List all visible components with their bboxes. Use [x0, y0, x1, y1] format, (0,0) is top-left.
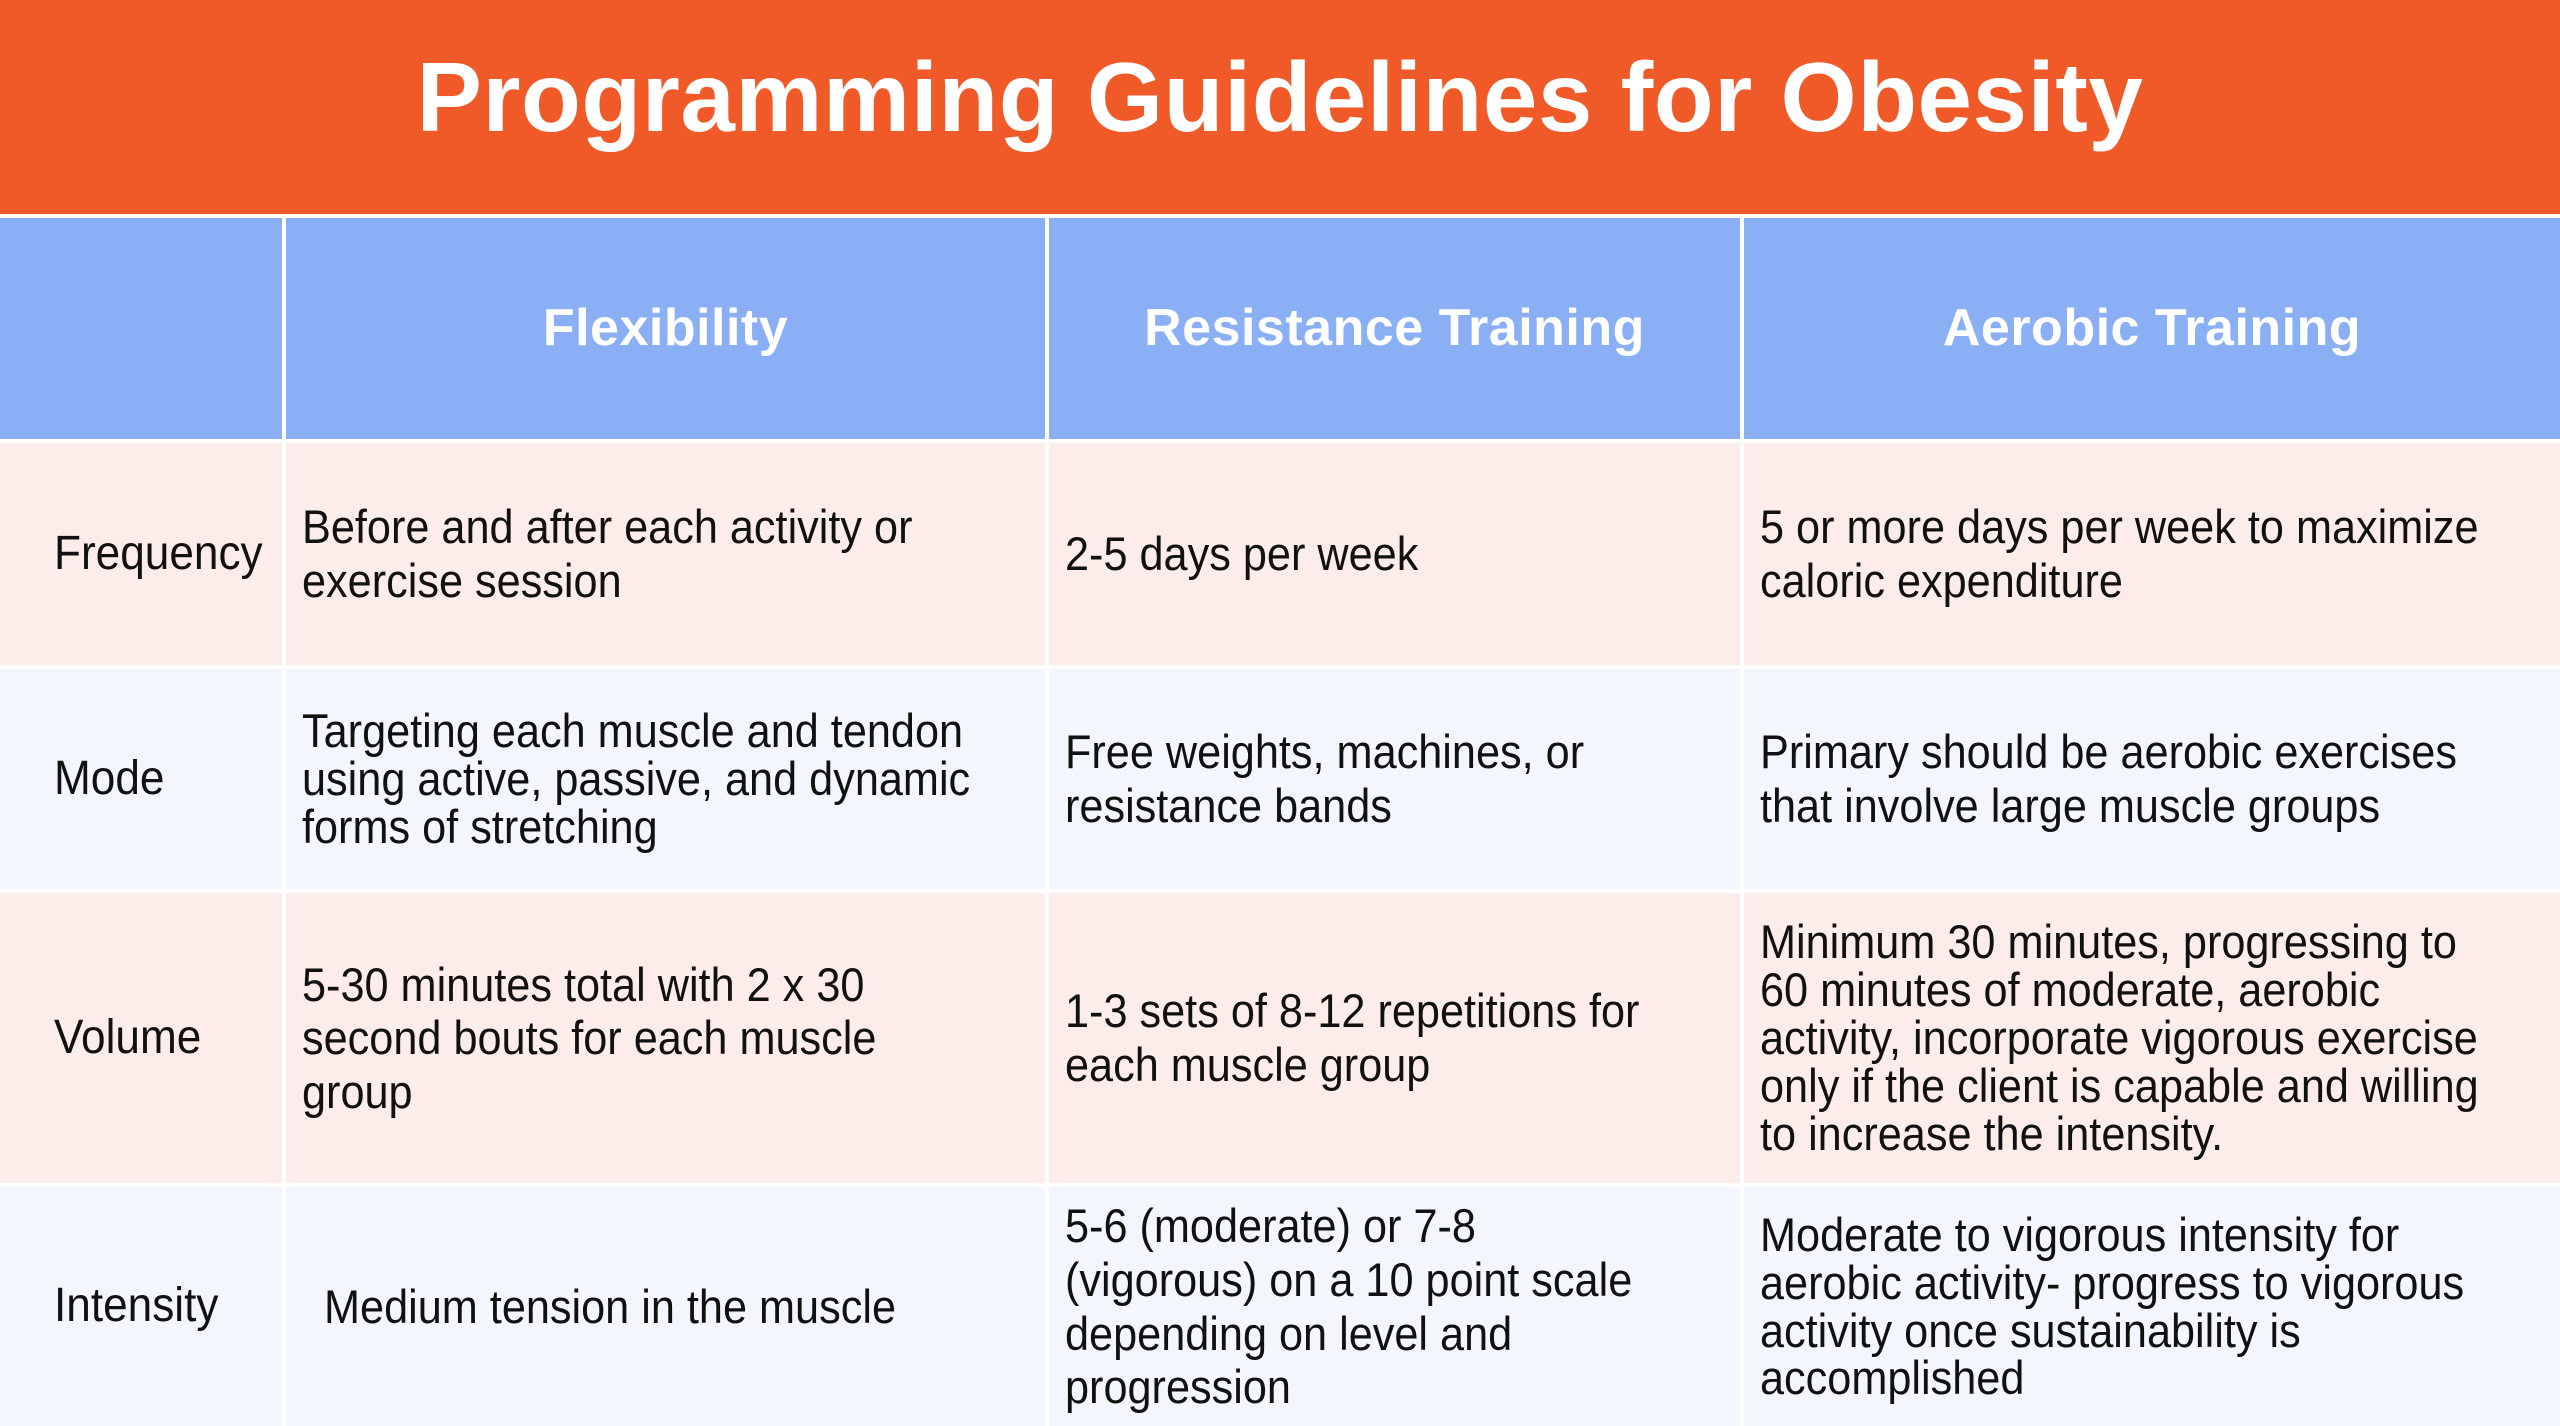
- cell-frequency-flexibility: Before and after each activity or exerci…: [282, 439, 1045, 665]
- row-label-mode: Mode: [0, 665, 282, 889]
- cell-mode-aerobic: Primary should be aerobic exercises that…: [1740, 665, 2560, 889]
- cell-frequency-aerobic: 5 or more days per week to maximize calo…: [1740, 439, 2560, 665]
- column-header-resistance-training: Resistance Training: [1045, 214, 1740, 439]
- cell-intensity-resistance: 5-6 (moderate) or 7-8 (vigorous) on a 10…: [1045, 1183, 1740, 1426]
- cell-intensity-flexibility: Medium tension in the muscle: [282, 1183, 1045, 1426]
- cell-frequency-resistance: 2-5 days per week: [1045, 439, 1740, 665]
- row-label-intensity: Intensity: [0, 1183, 282, 1426]
- cell-volume-resistance: 1-3 sets of 8-12 repetitions for each mu…: [1045, 889, 1740, 1183]
- page-title: Programming Guidelines for Obesity: [416, 41, 2144, 152]
- cell-mode-flexibility: Targeting each muscle and tendon using a…: [282, 665, 1045, 889]
- column-header-aerobic-training: Aerobic Training: [1740, 214, 2560, 439]
- row-label-volume: Volume: [0, 889, 282, 1183]
- header-corner-cell: [0, 214, 282, 439]
- cell-volume-aerobic: Minimum 30 minutes, progressing to 60 mi…: [1740, 889, 2560, 1183]
- cell-volume-flexibility: 5-30 minutes total with 2 x 30 second bo…: [282, 889, 1045, 1183]
- cell-mode-resistance: Free weights, machines, or resistance ba…: [1045, 665, 1740, 889]
- cell-intensity-aerobic: Moderate to vigorous intensity for aerob…: [1740, 1183, 2560, 1426]
- column-header-flexibility: Flexibility: [282, 214, 1045, 439]
- row-label-frequency: Frequency: [0, 439, 282, 665]
- title-bar: Programming Guidelines for Obesity: [0, 0, 2560, 214]
- guidelines-table: Flexibility Resistance Training Aerobic …: [0, 214, 2560, 1426]
